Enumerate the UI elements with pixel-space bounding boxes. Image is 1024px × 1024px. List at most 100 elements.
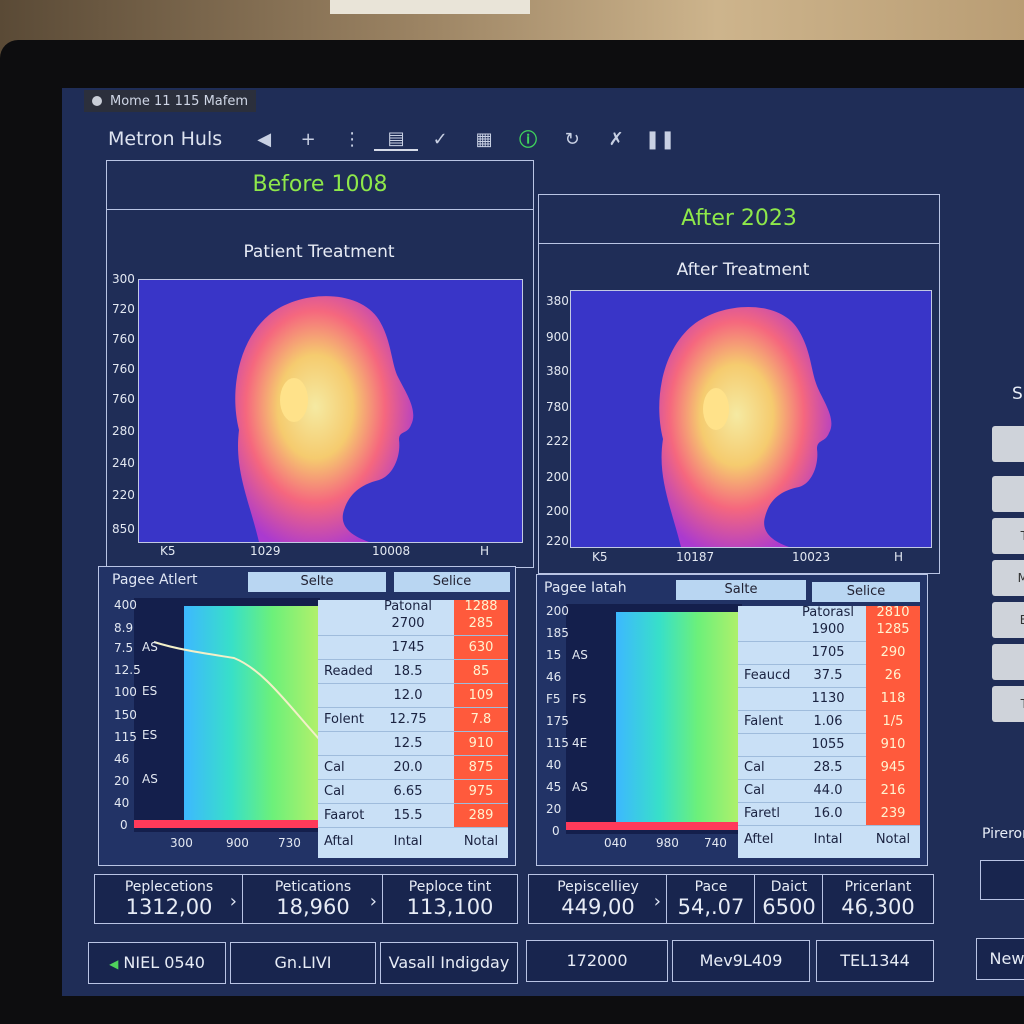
stat-label: Peploce tint [408, 879, 492, 895]
side-button[interactable] [992, 426, 1024, 462]
stat-pricerlant[interactable]: Pricerlant 46,300 [822, 874, 934, 924]
shuffle-icon[interactable]: ✗ [608, 128, 624, 150]
save-icon[interactable]: ▤ [374, 128, 419, 151]
side-label-s: S [1012, 384, 1023, 404]
table-row: 12.5 910 [318, 732, 508, 756]
table-cell: 20.0 [393, 760, 423, 775]
table-cell: 12.0 [393, 688, 423, 703]
table-cell: 1/5 [866, 710, 920, 733]
table-cell: 1900 [811, 622, 845, 637]
bottom-button-niel[interactable]: ◀ NIEL 0540 [88, 942, 226, 984]
alert-icon[interactable]: ⓘ [519, 130, 538, 151]
bottom-button-172000[interactable]: 172000 [526, 940, 668, 982]
after-y-tick: 200 [546, 470, 569, 484]
window-title: Mome 11 115 Mafem [110, 93, 249, 109]
table-cell: 945 [866, 756, 920, 779]
side-button[interactable]: M [992, 560, 1024, 596]
stat-label: Daict [770, 879, 808, 895]
back-icon[interactable]: ◀ [257, 128, 272, 150]
before-chart-y-tick: 7.5 [114, 641, 134, 655]
before-y-tick: 760 [112, 332, 135, 346]
table-cell: 1.06 [813, 714, 843, 729]
after-spectrum-plot [566, 604, 742, 834]
after-x-tick: 10023 [792, 550, 831, 564]
table-cell: 118 [866, 687, 920, 710]
button-label: NIEL 0540 [123, 953, 205, 972]
after-chart-title: Pagee Iatah [544, 580, 627, 596]
table-cell: 7.8 [454, 708, 508, 731]
stat-petications[interactable]: Petications 18,960 › [242, 874, 384, 924]
after-y-tick: 380 [546, 364, 569, 378]
table-cell: 2810 [866, 606, 920, 620]
table-row: 1705 290 [738, 641, 920, 665]
before-tab-1[interactable]: Selte [248, 572, 386, 592]
table-cell: 1288 [454, 600, 508, 614]
before-tab-2[interactable]: Selice [394, 572, 510, 592]
chevron-right-icon: › [229, 891, 237, 912]
after-header-text: After 2023 [681, 206, 797, 231]
table-cell: 285 [454, 612, 508, 635]
plus-icon[interactable]: + [300, 128, 316, 150]
button-label: Vasall Indigday [388, 953, 510, 972]
table-cell: 16.0 [813, 806, 843, 821]
after-chart-inner-tick: 4E [572, 736, 588, 750]
before-head-graphic [235, 296, 414, 542]
table-cell: 18.5 [393, 664, 423, 679]
stat-peplecetions[interactable]: Peplecetions 1312,00 › [94, 874, 244, 924]
bottom-button-vasall[interactable]: Vasall Indigday [380, 942, 518, 984]
before-chart-x-tick: 730 [278, 836, 301, 850]
table-row: Falent 1.06 1/5 [738, 710, 920, 734]
refresh-icon[interactable]: ↻ [564, 128, 580, 150]
stat-daict[interactable]: Daict 6500 [754, 874, 824, 924]
after-tab-1[interactable]: Salte [676, 580, 806, 600]
monitor-screen: Mome 11 115 Mafem Metron Huls ◀ + ⋮ ▤ ✓ … [62, 88, 1024, 996]
table-row: 1130 118 [738, 687, 920, 711]
after-tab-2[interactable]: Selice [812, 582, 920, 602]
check-icon[interactable]: ✓ [432, 128, 448, 150]
before-chart-y-tick: 20 [114, 774, 130, 788]
side-new-button[interactable]: New [976, 938, 1024, 980]
table-cell: Feaucd [744, 668, 791, 683]
after-chart-inner-tick: AS [572, 648, 588, 662]
button-label: TEL1344 [840, 951, 910, 970]
window-dot-icon[interactable] [92, 96, 102, 106]
table-cell: Faarot [324, 808, 365, 823]
after-header: After 2023 [538, 194, 940, 244]
pause-icon[interactable]: ❚❚ [645, 128, 676, 150]
side-button[interactable] [992, 476, 1024, 512]
table-row: Readed 18.5 85 [318, 660, 508, 684]
table-footer: Aftal Intal Notal [318, 830, 508, 853]
before-y-tick: 720 [112, 302, 135, 316]
bottom-button-tel[interactable]: TEL1344 [816, 940, 934, 982]
table-footer-cell: Notal [866, 828, 920, 851]
chevron-right-icon: › [653, 891, 661, 912]
bottom-button-mev[interactable]: Mev9L409 [672, 940, 810, 982]
after-chart-inner-tick: FS [572, 692, 587, 706]
table-row: 2700 285 [318, 612, 508, 636]
side-button[interactable]: B [992, 602, 1024, 638]
side-button[interactable]: T [992, 518, 1024, 554]
table-footer-cell: Intal [813, 832, 843, 847]
stat-peploce-tint[interactable]: Peploce tint 113,100 [382, 874, 518, 924]
after-chart-y-tick: 40 [546, 758, 562, 772]
table-cell: 85 [454, 660, 508, 683]
stat-pepiscelliey[interactable]: Pepiscelliey 449,00 › [528, 874, 668, 924]
bottom-button-gnlivi[interactable]: Gn.LIVI [230, 942, 376, 984]
side-button[interactable] [992, 644, 1024, 680]
stat-value: 54,.07 [677, 895, 745, 919]
after-chart-y-tick: 20 [546, 802, 562, 816]
table-cell: 1705 [811, 645, 845, 660]
before-chart-y-tick: 0 [120, 818, 128, 832]
table-cell: 12.75 [389, 712, 427, 727]
stat-pace[interactable]: Pace 54,.07 [666, 874, 756, 924]
side-button[interactable]: T [992, 686, 1024, 722]
stat-label: Peplecetions [124, 879, 214, 895]
table-cell: 37.5 [813, 668, 843, 683]
before-chart-x-tick: 900 [226, 836, 249, 850]
after-thermal-image [570, 290, 932, 548]
side-input[interactable] [980, 860, 1024, 900]
after-x-tick: K5 [592, 550, 608, 564]
before-trend-line [134, 641, 320, 828]
before-x-tick: 10008 [372, 544, 411, 558]
clipboard-icon[interactable]: ▦ [475, 128, 493, 150]
